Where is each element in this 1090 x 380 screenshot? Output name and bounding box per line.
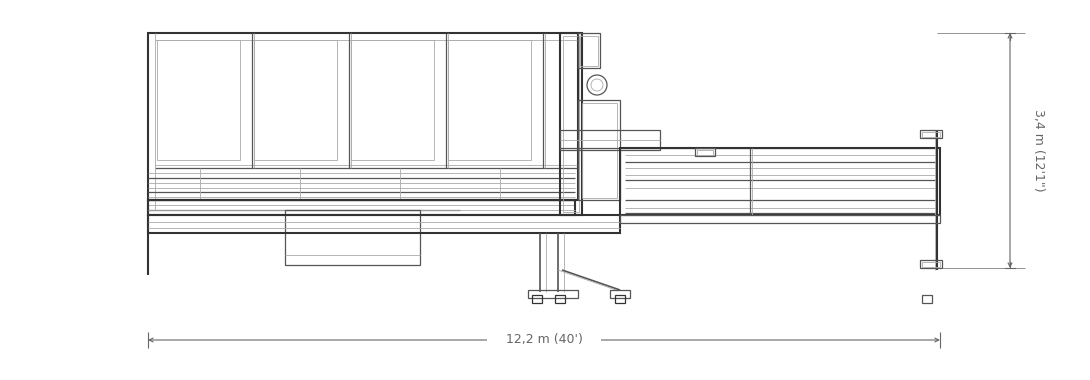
Bar xyxy=(560,33,582,215)
Bar xyxy=(148,200,576,215)
Bar xyxy=(254,40,337,160)
Bar xyxy=(148,33,578,200)
Bar xyxy=(922,262,940,267)
Bar xyxy=(532,295,542,303)
Bar xyxy=(922,132,940,137)
Bar xyxy=(620,215,940,223)
Bar xyxy=(560,130,661,150)
Bar xyxy=(615,295,625,303)
Bar xyxy=(284,210,420,265)
Bar xyxy=(697,150,713,155)
Bar xyxy=(580,36,598,66)
Bar xyxy=(610,290,630,298)
Bar xyxy=(920,260,942,268)
Bar xyxy=(564,36,579,212)
Bar xyxy=(578,33,600,68)
Bar xyxy=(528,290,578,298)
Bar xyxy=(555,295,565,303)
Bar xyxy=(351,40,434,160)
Bar xyxy=(920,130,942,138)
Bar xyxy=(448,40,531,160)
Bar xyxy=(620,148,940,215)
Text: 3,4 m (12'1"): 3,4 m (12'1") xyxy=(1031,109,1044,191)
Bar xyxy=(157,40,240,160)
Bar xyxy=(582,103,617,198)
Bar xyxy=(148,215,620,233)
Text: 12,2 m (40'): 12,2 m (40') xyxy=(506,334,582,347)
Bar xyxy=(922,295,932,303)
Bar xyxy=(695,148,715,156)
Bar xyxy=(578,100,620,200)
